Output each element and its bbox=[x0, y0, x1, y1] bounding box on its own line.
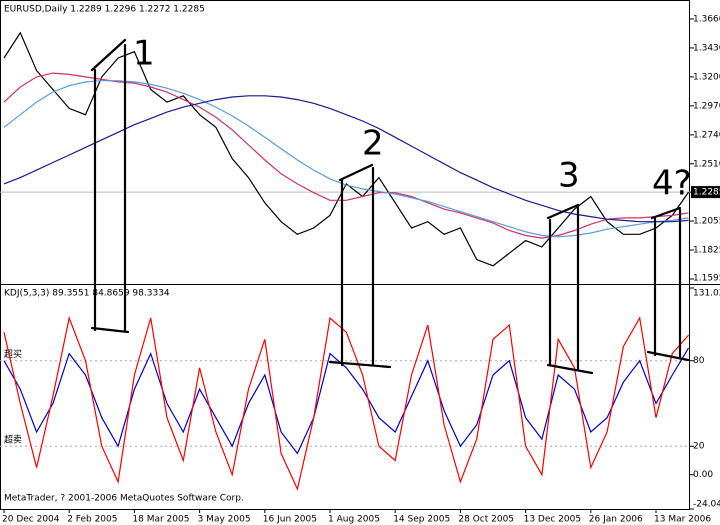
footer: MetaTrader, ? 2001-2006 MetaQuotes Softw… bbox=[4, 494, 244, 504]
hand-line bbox=[546, 203, 594, 375]
series-line bbox=[3, 31, 690, 267]
plot-frame bbox=[0, 0, 690, 510]
y-tick-label: 1.3200 bbox=[693, 72, 720, 82]
kdj-header: KDJ(5,3,3) 89.3551 84.8659 98.3334 bbox=[4, 289, 170, 299]
hand-drawing: 1 2 3 4? bbox=[90, 34, 692, 375]
x-tick-label: 13 Dec 2005 bbox=[524, 515, 582, 525]
y-tick-label: 1.2055 bbox=[693, 217, 720, 227]
level-label: 超买 bbox=[4, 348, 22, 360]
x-tick-label: 16 Jun 2005 bbox=[263, 515, 317, 525]
current-price-box bbox=[691, 186, 720, 199]
hand-label: 2 bbox=[362, 124, 384, 164]
y-tick-label: 1.2510 bbox=[693, 159, 720, 169]
y-tick-label: 1.3660 bbox=[693, 14, 720, 24]
series-line bbox=[3, 95, 689, 223]
y-tick-label: 1.1825 bbox=[693, 246, 720, 256]
x-tick-label: 13 Mar 2006 bbox=[654, 515, 711, 525]
hand-label: 3 bbox=[558, 156, 580, 196]
series-line bbox=[3, 72, 689, 239]
x-tick-label: 20 Dec 2004 bbox=[2, 515, 60, 525]
level-label: 超卖 bbox=[4, 434, 22, 446]
x-tick-label: 1 Aug 2005 bbox=[328, 515, 380, 525]
series-line bbox=[3, 347, 690, 455]
y-tick-label: 0.00 bbox=[693, 470, 713, 480]
y-tick-label: 1.2285 bbox=[693, 188, 720, 198]
hand-line bbox=[646, 206, 690, 362]
hand-label: 4? bbox=[652, 164, 692, 204]
series-line bbox=[3, 80, 689, 238]
price-header: EURUSD,Daily 1.2289 1.2296 1.2272 1.2285 bbox=[4, 5, 205, 15]
y-tick-label: 1.2970 bbox=[693, 101, 720, 111]
y-tick-label: 1.2740 bbox=[693, 130, 720, 140]
x-tick-label: 28 Oct 2005 bbox=[458, 515, 514, 525]
y-tick-label: 1.1595 bbox=[693, 274, 720, 284]
y-tick-label: 1.3430 bbox=[693, 43, 720, 53]
x-tick-label: 18 Mar 2005 bbox=[132, 515, 189, 525]
hand-line bbox=[328, 163, 392, 369]
x-tick-label: 2 Feb 2005 bbox=[67, 515, 117, 525]
x-tick-label: 26 Jan 2006 bbox=[589, 515, 643, 525]
y-tick-label: 20 bbox=[693, 442, 705, 452]
y-tick-label: 80 bbox=[693, 356, 705, 366]
series-line bbox=[3, 315, 690, 491]
x-tick-label: 14 Sep 2005 bbox=[393, 515, 450, 525]
x-tick-label: 3 May 2005 bbox=[198, 515, 251, 525]
hand-label: 1 bbox=[133, 34, 155, 74]
y-tick-label: 131.024 bbox=[693, 289, 720, 299]
hand-line bbox=[90, 38, 130, 334]
y-tick-label: -24.0425 bbox=[693, 500, 720, 510]
